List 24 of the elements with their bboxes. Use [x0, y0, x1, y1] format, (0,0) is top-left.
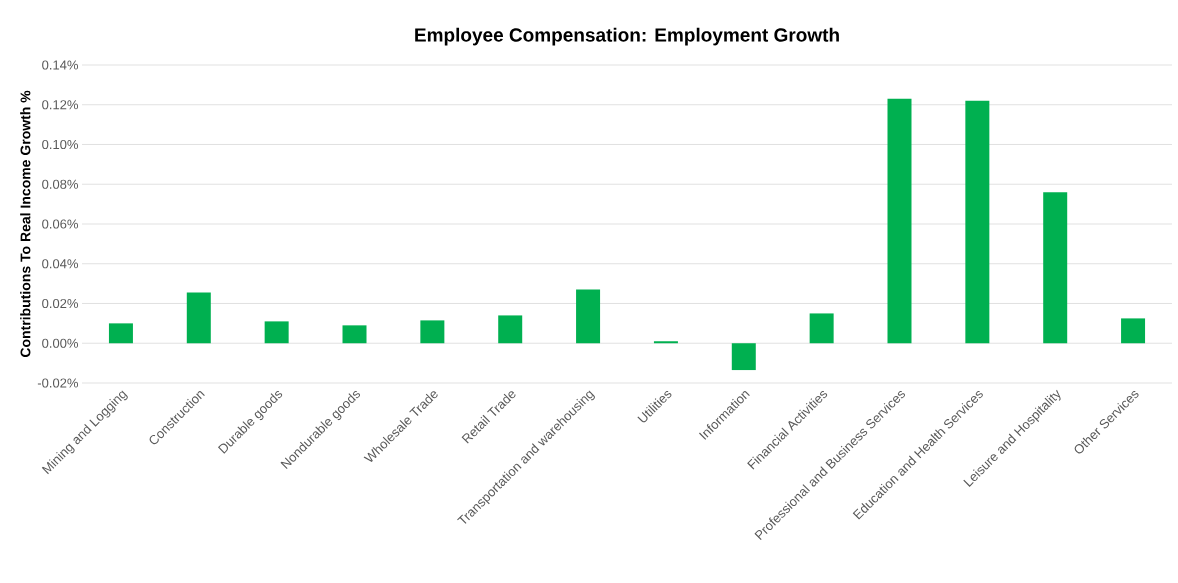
bar — [731, 343, 756, 371]
y-tick-label: 0.10% — [42, 139, 79, 150]
bar — [186, 292, 211, 344]
bar — [887, 98, 912, 344]
bar — [965, 100, 990, 344]
y-tick-label: 0.00% — [42, 338, 79, 348]
bar — [809, 313, 834, 344]
bar — [1043, 192, 1068, 344]
bar — [264, 321, 289, 344]
chart-title: Employee Compensation: Employment Growth — [415, 27, 839, 46]
bar — [498, 315, 523, 344]
y-axis-title: Contributions To Real Income Growth % — [20, 90, 31, 358]
y-tick-label: 0.12% — [42, 100, 79, 110]
bar — [108, 323, 133, 344]
bar — [420, 320, 445, 344]
bar — [342, 325, 367, 344]
bar — [576, 289, 601, 344]
y-tick-label: 0.08% — [42, 179, 79, 189]
y-tick-label: 0.02% — [42, 298, 79, 309]
bar — [1121, 318, 1146, 344]
y-tick-label: 0.06% — [42, 219, 79, 229]
y-tick-label: 0.14% — [42, 60, 79, 70]
y-tick-label: 0.04% — [42, 259, 79, 269]
y-tick-label: -0.02% — [37, 378, 79, 388]
